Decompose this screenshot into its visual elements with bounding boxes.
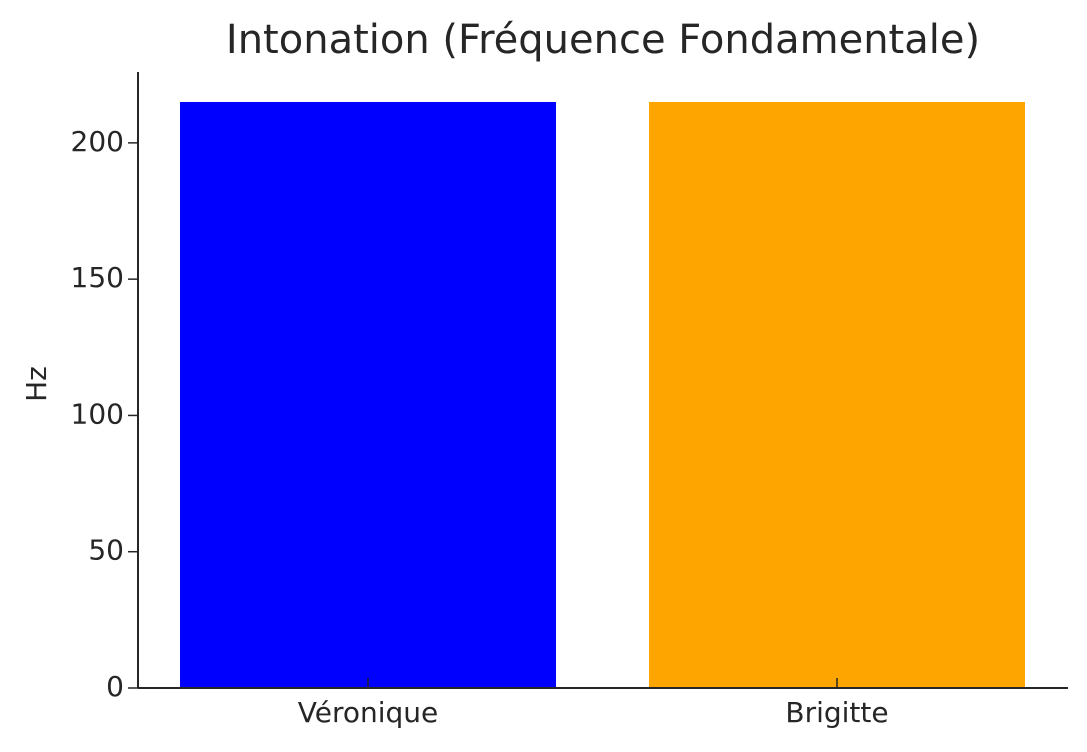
bar bbox=[649, 101, 1025, 688]
bar bbox=[180, 101, 556, 688]
x-tick-label: Brigitte bbox=[785, 696, 888, 729]
y-axis-label: Hz bbox=[20, 366, 53, 402]
y-tick-label: 100 bbox=[71, 397, 124, 430]
chart-title: Intonation (Fréquence Fondamentale) bbox=[226, 17, 980, 63]
y-tick-label: 200 bbox=[71, 125, 124, 158]
y-tick-label: 50 bbox=[88, 534, 124, 567]
x-tick-label: Véronique bbox=[298, 696, 439, 729]
y-tick-label: 0 bbox=[106, 670, 124, 703]
y-tick-label: 150 bbox=[71, 261, 124, 294]
